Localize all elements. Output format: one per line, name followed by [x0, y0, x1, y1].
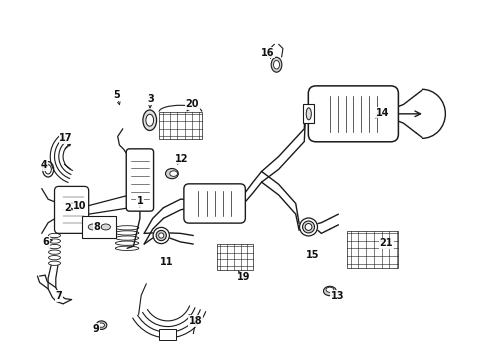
Ellipse shape	[145, 114, 153, 126]
Text: 14: 14	[375, 108, 388, 118]
Text: 17: 17	[59, 133, 73, 143]
FancyBboxPatch shape	[183, 184, 245, 223]
Text: 5: 5	[113, 90, 120, 100]
Text: 19: 19	[236, 272, 250, 282]
Ellipse shape	[305, 108, 311, 120]
Ellipse shape	[159, 233, 163, 238]
Text: 20: 20	[185, 99, 199, 109]
Text: 12: 12	[174, 154, 188, 164]
Text: 6: 6	[42, 237, 49, 247]
Text: 18: 18	[188, 316, 202, 326]
Text: 16: 16	[261, 48, 274, 58]
Ellipse shape	[273, 60, 279, 69]
Text: 4: 4	[41, 160, 47, 170]
Ellipse shape	[88, 224, 98, 230]
Ellipse shape	[169, 171, 177, 176]
Text: 21: 21	[379, 238, 392, 248]
Ellipse shape	[156, 230, 166, 240]
Ellipse shape	[96, 321, 106, 329]
Polygon shape	[216, 244, 252, 270]
Ellipse shape	[323, 286, 336, 296]
Ellipse shape	[302, 221, 314, 233]
Ellipse shape	[325, 287, 333, 292]
Ellipse shape	[101, 224, 110, 230]
Ellipse shape	[98, 323, 104, 327]
FancyBboxPatch shape	[126, 149, 153, 211]
Bar	[159, 329, 176, 340]
Text: 2: 2	[64, 203, 71, 213]
Ellipse shape	[142, 110, 156, 130]
Text: 9: 9	[92, 324, 99, 334]
FancyBboxPatch shape	[308, 86, 398, 142]
Polygon shape	[346, 231, 397, 267]
Ellipse shape	[271, 57, 281, 72]
Text: 3: 3	[147, 94, 154, 104]
Ellipse shape	[165, 168, 178, 179]
Bar	[82, 216, 116, 238]
Ellipse shape	[305, 224, 311, 230]
Text: 10: 10	[73, 202, 87, 211]
Text: 11: 11	[160, 257, 173, 267]
Text: 15: 15	[305, 250, 319, 260]
Bar	[303, 104, 313, 123]
Ellipse shape	[299, 218, 317, 236]
FancyBboxPatch shape	[54, 186, 88, 233]
Text: 8: 8	[94, 222, 101, 232]
Text: 1: 1	[136, 196, 143, 206]
Ellipse shape	[153, 228, 169, 244]
Polygon shape	[159, 112, 202, 139]
Text: 13: 13	[330, 291, 344, 301]
Text: 7: 7	[55, 291, 62, 301]
